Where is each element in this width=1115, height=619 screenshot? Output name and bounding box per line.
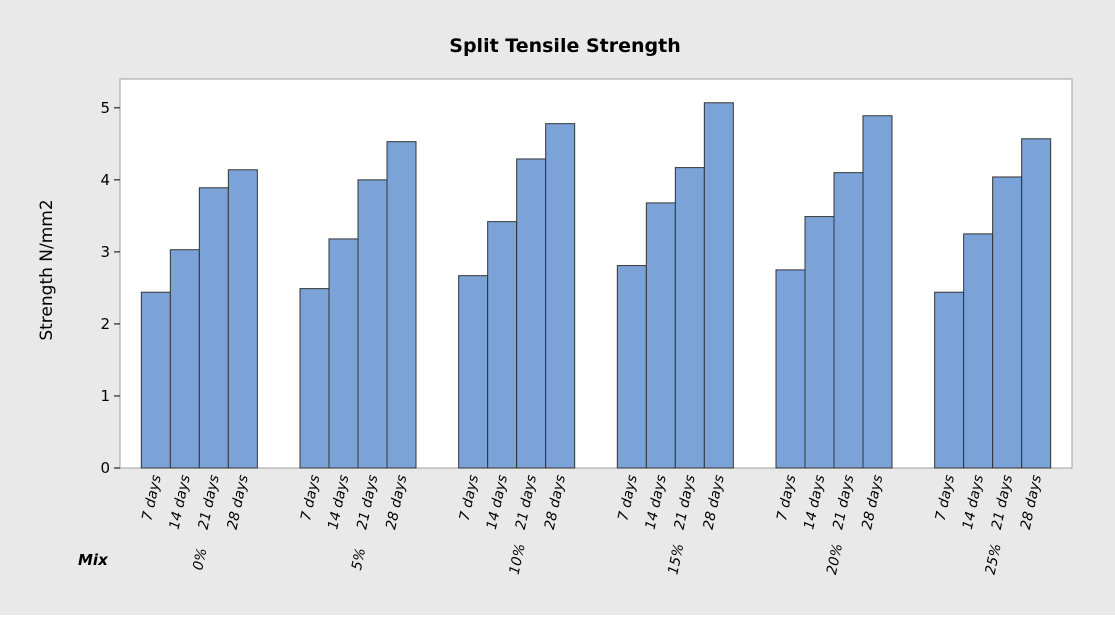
group-label: 15% [665,542,687,576]
y-tick-label: 1 [100,387,110,405]
bar [140,291,171,469]
bar [616,265,647,469]
y-tick-label: 3 [100,243,110,261]
bar [934,291,965,469]
bar [386,141,417,469]
bar [198,187,229,469]
y-tick-label: 0 [100,459,110,477]
y-tick-label: 2 [100,315,110,333]
y-tick-label: 4 [100,171,110,189]
bar [645,202,676,469]
bar [963,233,994,469]
bar [299,288,330,469]
bar [516,158,547,469]
bar [862,115,893,469]
bar [487,221,518,469]
bar [458,275,489,469]
bar [227,169,258,469]
group-label: 5% [349,547,369,572]
chart-title: Split Tensile Strength [449,35,680,57]
bar [804,216,835,469]
group-label: 20% [824,542,846,576]
bar [357,179,388,469]
bar [833,172,864,469]
y-tick-label: 5 [100,99,110,117]
x-axis-label: Mix [78,551,109,569]
plot-area [119,78,1073,469]
group-label: 0% [190,547,210,572]
bar [1021,138,1052,469]
bar [992,176,1023,469]
group-label: 10% [507,542,529,576]
bar [674,167,705,469]
group-label: 25% [983,542,1005,576]
bar [775,269,806,469]
y-axis-label: Strength N/mm2 [37,199,57,340]
bar [169,249,200,469]
bar [328,238,359,469]
bar [545,123,576,469]
bar [703,102,734,469]
